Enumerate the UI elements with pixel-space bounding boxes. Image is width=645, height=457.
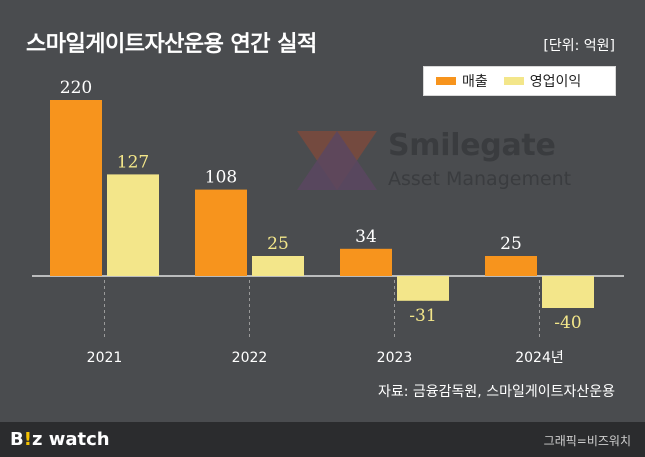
legend-item-revenue: 매출 [436, 71, 488, 91]
revenue-bar-3 [485, 256, 537, 276]
data-label: -31 [409, 306, 436, 326]
logo-text-smilegate: Smilegate [388, 128, 556, 163]
brand-exclamation: ! [23, 429, 32, 450]
footer-bar: B!z watch 그래픽=비즈워치 [0, 422, 645, 457]
source-note: 자료: 금융감독원, 스마일게이트자산운용 [377, 384, 615, 400]
operating-profit-bar-2 [397, 276, 449, 301]
chart-title: 스마일게이트자산운용 연간 실적 [26, 32, 317, 57]
revenue-bar-0 [50, 100, 102, 276]
logo-text-asset-management: Asset Management [388, 168, 572, 190]
bar-chart: 2021 220 127 2022 108 25 2023 34 -31 2024년 25 -40 [32, 78, 624, 366]
legend-swatch-operating-profit [503, 77, 524, 85]
bizwatch-logo: B!z watch [10, 429, 110, 450]
x-tick-label: 2023 [377, 350, 413, 366]
data-label: 220 [60, 78, 92, 98]
revenue-bar-2 [340, 248, 392, 276]
operating-profit-bar-1 [252, 256, 304, 276]
revenue-bar-1 [195, 189, 247, 276]
data-label: 108 [205, 168, 237, 188]
graphic-credit: 그래픽=비즈워치 [543, 434, 631, 448]
data-label: 25 [267, 234, 289, 254]
legend-swatch-revenue [436, 77, 456, 85]
brand-b: B [10, 429, 24, 450]
brand-rest: z watch [31, 429, 110, 450]
legend: 매출 영업이익 [423, 66, 616, 96]
data-label: 127 [117, 152, 149, 172]
operating-profit-bar-3 [542, 276, 594, 308]
legend-label-operating-profit: 영업이익 [529, 74, 582, 90]
x-tick-label: 2021 [87, 350, 123, 366]
x-tick-label: 2022 [232, 350, 268, 366]
logo-mark [297, 131, 377, 190]
x-tick-label: 2024년 [515, 350, 564, 366]
data-label: 25 [500, 234, 522, 254]
legend-item-operating-profit: 영업이익 [503, 71, 582, 91]
unit-label: [단위: 억원] [543, 38, 615, 54]
data-label: -40 [554, 313, 581, 333]
operating-profit-bar-0 [107, 174, 159, 276]
logo-triangle-up [297, 131, 377, 190]
legend-label-revenue: 매출 [462, 74, 488, 90]
data-label: 34 [355, 227, 377, 247]
